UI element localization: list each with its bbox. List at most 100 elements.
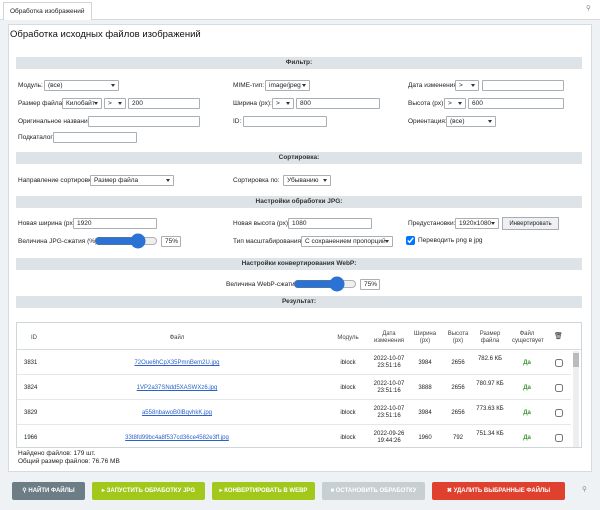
scrollbar[interactable]: [573, 351, 579, 447]
pin-icon[interactable]: ⚲: [582, 486, 587, 493]
row-divider: [17, 424, 571, 425]
button[interactable]: ⚲ НАЙТИ ФАЙЛЫ: [12, 482, 85, 500]
total-size: Общий размер файлов: 76.76 MB: [18, 458, 120, 465]
button[interactable]: ▸ КОНВЕРТИРОВАТЬ В WEBP: [212, 482, 315, 500]
table-cell: iblock: [340, 435, 356, 441]
button-label: НАЙТИ ФАЙЛЫ: [28, 488, 75, 494]
page-title: Обработка исходных файлов изображений: [10, 29, 201, 40]
input[interactable]: [482, 80, 564, 91]
result-table: 🗑 ID Файл Модуль Дата изменения Ширина (px) В…: [16, 322, 582, 448]
select[interactable]: >: [444, 98, 466, 109]
input[interactable]: 600: [468, 98, 564, 109]
label: Величина WebP-сжатия (%):: [226, 281, 312, 288]
select[interactable]: Размер файла: [90, 175, 174, 186]
select[interactable]: image/jpeg: [265, 80, 310, 91]
column-header: Файл: [169, 335, 185, 341]
table-cell: 751.34 КБ: [476, 431, 504, 437]
row-divider: [17, 374, 571, 375]
select[interactable]: (все): [44, 80, 119, 91]
button[interactable]: ■ ОСТАНОВИТЬ ОБРАБОТКУ: [322, 482, 425, 500]
section-heading: Результат:: [16, 296, 582, 308]
section-heading: Настройки обработки JPG:: [16, 196, 582, 208]
tab[interactable]: Обработка изображений: [3, 2, 92, 20]
row-checkbox[interactable]: [555, 434, 563, 442]
table-cell: Да: [523, 385, 531, 391]
icon: ▸: [219, 488, 225, 494]
table-cell: 3888: [418, 385, 432, 391]
select[interactable]: 1920x1080: [455, 218, 499, 229]
table-cell: 2022-10-07 23:51:16: [373, 406, 405, 419]
button-label: ЗАПУСТИТЬ ОБРАБОТКУ JPG: [106, 488, 196, 494]
file-link[interactable]: 1VP2a37SNdd5XASWXz6.jpg: [136, 385, 218, 391]
checkbox[interactable]: [406, 236, 415, 245]
row-checkbox[interactable]: [555, 359, 563, 367]
input[interactable]: [88, 116, 200, 127]
section-heading: Сортировка:: [16, 152, 582, 164]
table-cell: 792: [452, 435, 463, 441]
table-cell: Да: [523, 435, 531, 441]
table-cell: 2022-09-26 19:44:26: [373, 431, 405, 444]
input[interactable]: 200: [128, 98, 200, 109]
slider[interactable]: [293, 279, 357, 289]
row-divider: [17, 399, 571, 400]
input[interactable]: 75%: [161, 236, 181, 247]
table-cell: 3831: [24, 360, 38, 366]
button-label: ОСТАНОВИТЬ ОБРАБОТКУ: [335, 488, 417, 494]
button[interactable]: ▸ ЗАПУСТИТЬ ОБРАБОТКУ JPG: [92, 482, 205, 500]
label: Дата изменения:: [408, 82, 459, 89]
label: Высота (px):: [408, 100, 446, 107]
icon: ▸: [101, 488, 107, 494]
select[interactable]: С сохранением пропорций: [301, 236, 393, 247]
icon: ⚲: [22, 488, 29, 494]
table-cell: 773.63 КБ: [476, 406, 504, 412]
table-cell: 3829: [24, 410, 38, 416]
select[interactable]: Убыванию: [283, 175, 331, 186]
trash-icon[interactable]: 🗑: [554, 333, 563, 340]
table-cell: 2656: [451, 410, 465, 416]
column-header: ID: [31, 335, 37, 341]
column-header: Размер файла: [479, 331, 501, 344]
label: Ширина (px):: [233, 100, 272, 107]
table-cell: 2656: [451, 360, 465, 366]
label: Тип масштабирования:: [233, 238, 303, 245]
slider[interactable]: [94, 236, 158, 246]
select[interactable]: Килобайт: [62, 98, 102, 109]
label: Ориентация:: [408, 118, 447, 125]
pin-icon[interactable]: ⚲: [586, 5, 591, 12]
button[interactable]: ✖ УДАЛИТЬ ВЫБРАННЫЕ ФАЙЛЫ: [432, 482, 565, 500]
row-checkbox[interactable]: [555, 384, 563, 392]
select[interactable]: >: [455, 80, 479, 91]
column-header: Высота (px): [447, 331, 469, 344]
icon: ✖: [446, 488, 454, 494]
button-label: КОНВЕРТИРОВАТЬ В WEBP: [224, 488, 308, 494]
table-cell: iblock: [340, 385, 356, 391]
table-cell: iblock: [340, 410, 356, 416]
table-cell: 2022-10-07 23:51:16: [373, 381, 405, 394]
select[interactable]: (все): [446, 116, 496, 127]
input[interactable]: 1920: [73, 218, 157, 229]
file-link[interactable]: 33t8fd99bc4a8f537cd36ce4582e3ff.jpg: [125, 435, 229, 441]
label: Предустановки:: [408, 220, 456, 227]
input[interactable]: [243, 116, 327, 127]
label: Модуль:: [18, 82, 43, 89]
label: MIME-тип:: [233, 82, 265, 89]
row-checkbox[interactable]: [555, 409, 563, 417]
table-cell: 3984: [418, 410, 432, 416]
table-cell: Да: [523, 360, 531, 366]
file-link[interactable]: a558nbawoB0lBqvhkK.jpg: [141, 410, 213, 416]
table-header: [17, 323, 581, 350]
label: Размер файла:: [18, 100, 64, 107]
section-heading: Фильтр:: [16, 57, 582, 69]
table-cell: 780.97 КБ: [476, 381, 504, 387]
file-link[interactable]: 72Oue6hCpX35PmnBem2U.jpg: [134, 360, 220, 366]
select[interactable]: >: [272, 98, 294, 109]
input[interactable]: 75%: [360, 279, 380, 290]
button[interactable]: Инвертировать: [502, 217, 559, 230]
section-heading: Настройки конвертирования WebP:: [16, 258, 582, 270]
input[interactable]: 800: [296, 98, 380, 109]
table-cell: 1960: [418, 435, 432, 441]
select[interactable]: >: [104, 98, 126, 109]
input[interactable]: 1080: [288, 218, 372, 229]
input[interactable]: [53, 132, 137, 143]
label: Оригинальное название:: [18, 118, 94, 125]
